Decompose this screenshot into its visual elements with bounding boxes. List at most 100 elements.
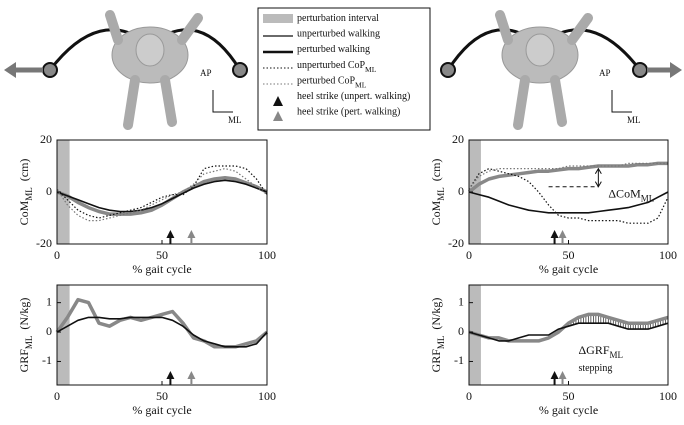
series-line [56,179,268,213]
y-axis-label: CoMML (cm) [17,159,34,226]
x-axis-label: % gait cycle [132,403,191,417]
annotation-arrow [594,167,602,188]
y-axis-label-unit: (N/kg) [429,298,443,330]
annotation: stepping [578,363,612,374]
y-axis-label: CoMML (cm) [429,159,446,226]
annotation-text: ΔCoM [608,186,641,200]
walker-right [440,10,682,130]
heel-strike [166,371,175,385]
legend-label: unperturbed walking [297,29,380,40]
legend-label-text: perturbed walking [297,44,370,55]
heel-strike [187,371,196,385]
perturbation-interval [57,140,70,244]
series-line [56,168,268,222]
y-tick-label: -1 [42,353,52,367]
y-axis-label-sub: ML [436,187,446,201]
y-axis-label-text: GRF [17,349,31,373]
x-tick-label: 100 [659,389,677,403]
legend-label-text: unperturbed walking [297,29,380,40]
y-axis-label-unit: (N/kg) [17,298,31,330]
y-tick-label: 0 [458,184,464,198]
y-tick-label: -20 [36,236,52,250]
legend-label-text: heel strike (unpert. walking) [297,91,410,102]
series-line [467,161,668,194]
series-line [56,175,268,216]
y-axis-label-text: GRF [429,349,443,373]
legend-label-text: heel strike (pert. walking) [297,107,400,118]
annotation-sub: ML [641,194,655,204]
y-axis-label-unit: (cm) [429,159,443,182]
y-tick-label: 0 [458,324,464,338]
x-tick-label: 100 [258,248,276,262]
legend-label-text: perturbation interval [297,13,379,24]
y-axis-label-text: CoM [429,200,443,225]
y-axis-label-unit: (cm) [17,159,31,182]
legend-label: heel strike (unpert. walking) [297,91,410,102]
x-tick-label: 0 [54,248,60,262]
perturbation-interval [57,285,70,385]
y-axis-label-sub: ML [24,187,34,201]
x-tick-label: 50 [563,248,575,262]
x-axis-label: % gait cycle [132,262,191,276]
x-tick-label: 50 [156,389,168,403]
ap-label: AP [200,68,212,78]
plot-frame [468,284,669,386]
ml-label: ML [228,115,242,125]
series-line [468,322,669,342]
legend-label-text: unperturbed CoP [297,60,365,71]
y-tick-label: 1 [46,294,52,308]
y-tick-label: -1 [454,353,464,367]
y-tick-label: 0 [46,184,52,198]
legend-label: unperturbed CoPML [297,60,377,74]
legend-label: perturbed walking [297,44,370,55]
annotation: ΔGRFML [578,343,623,360]
series-line [56,165,268,219]
y-axis-label-text: CoM [17,200,31,225]
series-line [55,297,269,349]
legend-label-sub: ML [365,65,377,74]
y-axis-label: GRFML (N/kg) [17,298,34,373]
y-tick-label: 0 [46,324,52,338]
x-tick-label: 0 [466,248,472,262]
x-axis-label: % gait cycle [539,403,598,417]
series-line [468,312,669,343]
walker-left [4,10,248,130]
heel-strike [558,371,567,385]
x-tick-label: 100 [258,389,276,403]
x-tick-label: 50 [156,248,168,262]
y-axis-label-sub: ML [436,336,446,350]
perturbation-interval [469,140,481,244]
y-axis-label: GRFML (N/kg) [429,298,446,373]
y-tick-label: 20 [40,132,52,146]
ml-label: ML [627,115,641,125]
heel-strike [550,371,559,385]
annotation-sub: ML [610,350,624,360]
x-tick-label: 50 [563,389,575,403]
legend-label: perturbation interval [297,13,379,24]
heel-strike [558,230,567,244]
y-axis-label-sub: ML [24,336,34,350]
heel-strike [550,230,559,244]
legend-label: heel strike (pert. walking) [297,107,400,118]
x-tick-label: 0 [466,389,472,403]
x-tick-label: 100 [659,248,677,262]
series-line [468,191,669,214]
ap-label: AP [599,68,611,78]
y-tick-label: 20 [452,132,464,146]
series-line [56,316,268,348]
x-tick-label: 0 [54,389,60,403]
plot-frame [56,139,268,245]
x-axis-label: % gait cycle [539,262,598,276]
heel-strike [187,230,196,244]
heel-strike [166,230,175,244]
y-tick-label: -20 [448,236,464,250]
legend: perturbation interval unperturbed walking… [257,7,431,131]
annotation-text: ΔGRF [578,343,609,357]
legend-label-text: perturbed CoP [297,76,355,87]
series-line [468,168,669,224]
annotation: ΔCoMML [608,186,654,203]
y-tick-label: 1 [458,294,464,308]
legend-label-sub: ML [355,81,367,90]
plot-frame [56,284,268,386]
